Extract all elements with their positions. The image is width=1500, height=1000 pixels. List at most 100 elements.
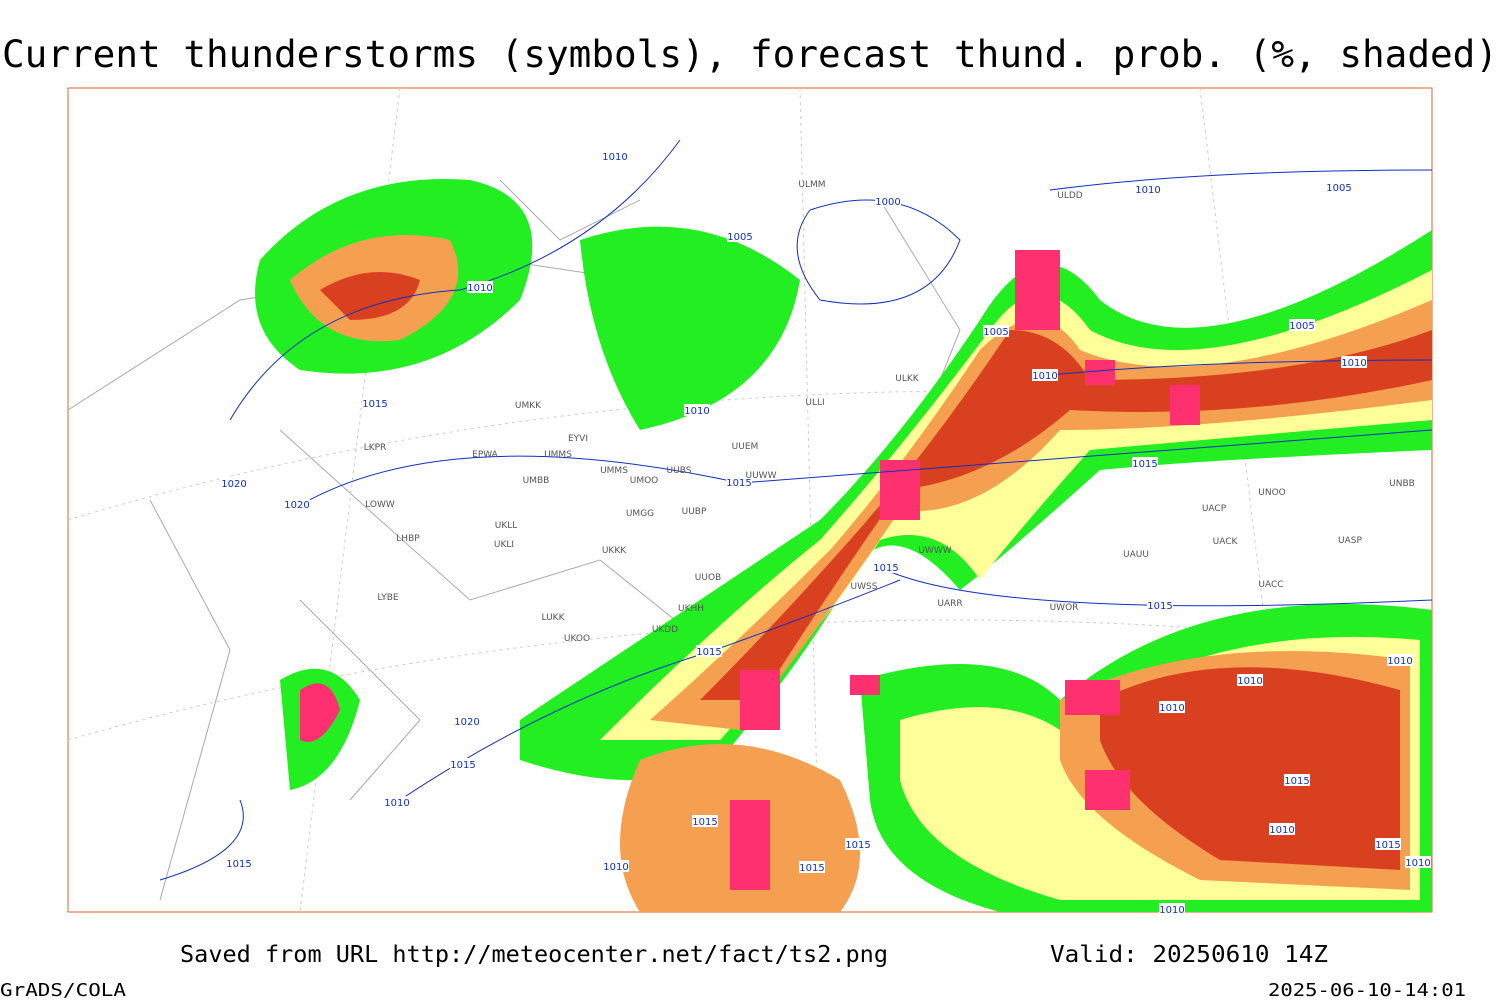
source-url: Saved from URL http://meteocenter.net/fa… <box>180 942 888 968</box>
isobar-label-box <box>1405 856 1431 868</box>
station-label: LHBP <box>396 534 420 544</box>
isobar-label-box <box>696 645 722 657</box>
station-label: UMKK <box>515 401 542 411</box>
isobar-label-box <box>1269 823 1295 835</box>
station-label: UMMS <box>544 450 572 460</box>
station-label: UWWW <box>918 546 951 556</box>
isobar-label: 1005 <box>983 327 1008 338</box>
station-label: UKLL <box>495 521 518 531</box>
station-label: UKLI <box>494 540 514 550</box>
isobar-label-box <box>467 281 493 293</box>
isobar-label-box <box>692 815 718 827</box>
isobar-label-box <box>1284 774 1310 786</box>
isobar-label: 1015 <box>1147 601 1172 612</box>
station-label: UMGG <box>626 509 654 519</box>
isobar-label: 1000 <box>875 197 900 208</box>
station-label: UUBP <box>682 507 707 517</box>
isobar-label: 1010 <box>1387 656 1412 667</box>
station-labels: ULMM ULDD ULLI ULKK UMKK EYVI UUEM EPWA UMMS LKPR… <box>364 180 1415 644</box>
isobar-label-box <box>726 476 752 488</box>
isobar-labels: 1010 1000 1005 1010 1015 1010 1015 1020 1020 1005… <box>221 150 1431 916</box>
station-label: UWOR <box>1050 603 1079 613</box>
station-label: UUOB <box>695 573 721 583</box>
station-label: UUEM <box>732 442 759 452</box>
station-label: UMMS <box>600 466 628 476</box>
station-label: UACC <box>1258 580 1283 590</box>
station-label: LOWW <box>365 500 395 510</box>
station-label: LKPR <box>364 443 387 453</box>
station-label: UUBS <box>667 466 692 476</box>
isobar-label: 1010 <box>1135 185 1160 196</box>
station-label: UARR <box>937 599 962 609</box>
isobars <box>159 139 1433 881</box>
isobar-label: 1015 <box>362 399 387 410</box>
isobar-label: 1010 <box>384 798 409 809</box>
isobar-label-box <box>1132 457 1158 469</box>
station-label: EYVI <box>568 434 588 444</box>
isobar-label-box <box>1326 181 1352 193</box>
isobar-label-box <box>284 498 310 510</box>
isobar-label: 1010 <box>1405 858 1430 869</box>
isobar-label-box <box>603 860 629 872</box>
station-label: ULDD <box>1057 191 1083 201</box>
isobar-label-box <box>873 561 899 573</box>
station-label: ULKK <box>895 374 920 384</box>
isobar-label: 1015 <box>873 563 898 574</box>
isobar-label-box <box>1387 654 1413 666</box>
isobar-label: 1015 <box>450 760 475 771</box>
isobar-label: 1015 <box>692 817 717 828</box>
isobar-label-box <box>384 796 410 808</box>
isobar-label-box <box>684 404 710 416</box>
isobar-label-box <box>226 857 252 869</box>
station-label: UMBB <box>523 476 550 486</box>
isobar-label: 1015 <box>845 840 870 851</box>
isobar-label: 1005 <box>727 232 752 243</box>
isobar-label-box <box>845 838 871 850</box>
isobar-label-box <box>875 195 901 207</box>
map-area: 1010 1000 1005 1010 1015 1010 1015 1020 1020 1005… <box>67 87 1433 916</box>
station-label: UACK <box>1213 537 1239 547</box>
isobar-label: 1005 <box>1289 321 1314 332</box>
isobar-label: 1015 <box>726 478 751 489</box>
station-label: LUKK <box>542 613 566 623</box>
isobar-label: 1010 <box>1032 371 1057 382</box>
isobar-label: 1005 <box>1326 183 1351 194</box>
isobar-label-box <box>1159 903 1185 915</box>
isobar-label: 1020 <box>221 479 246 490</box>
isobar-label-box <box>450 758 476 770</box>
station-label: UKHH <box>678 604 704 614</box>
isobar-label: 1020 <box>454 717 479 728</box>
isobar-label: 1015 <box>1284 776 1309 787</box>
isobar-label-box <box>1032 369 1058 381</box>
isobar-label: 1015 <box>1132 459 1157 470</box>
station-label: UNBB <box>1389 479 1415 489</box>
isobar-label: 1015 <box>1375 840 1400 851</box>
timestamp: 2025-06-10-14:01 <box>1268 980 1466 1000</box>
isobar-label: 1015 <box>226 859 251 870</box>
isobar-label: 1020 <box>284 500 309 511</box>
isobar-label: 1010 <box>602 152 627 163</box>
isobar-label-box <box>221 477 247 489</box>
station-label: ULMM <box>798 180 825 190</box>
software: GrADS/COLA <box>0 980 126 1000</box>
station-label: UAUU <box>1123 550 1149 560</box>
isobar-label: 1010 <box>1159 905 1184 916</box>
map-title: Current thunderstorms (symbols), forecas… <box>2 33 1498 76</box>
isobar-label: 1015 <box>799 863 824 874</box>
isobar-label: 1010 <box>467 283 492 294</box>
station-label: LYBE <box>377 593 398 603</box>
isobar-label: 1010 <box>1269 825 1294 836</box>
isobar-label-box <box>1159 701 1185 713</box>
station-label: UASP <box>1338 536 1362 546</box>
isobar-label: 1010 <box>1341 358 1366 369</box>
station-label: UNOO <box>1258 488 1286 498</box>
isobar-label-box <box>799 861 825 873</box>
isobar-label: 1010 <box>1237 676 1262 687</box>
isobar-label-box <box>454 715 480 727</box>
station-label: UKOO <box>564 634 590 644</box>
isobar-label-box <box>983 325 1009 337</box>
isobar-label-box <box>1237 674 1263 686</box>
isobar-label-box <box>1289 319 1315 331</box>
isobar-label: 1015 <box>696 647 721 658</box>
